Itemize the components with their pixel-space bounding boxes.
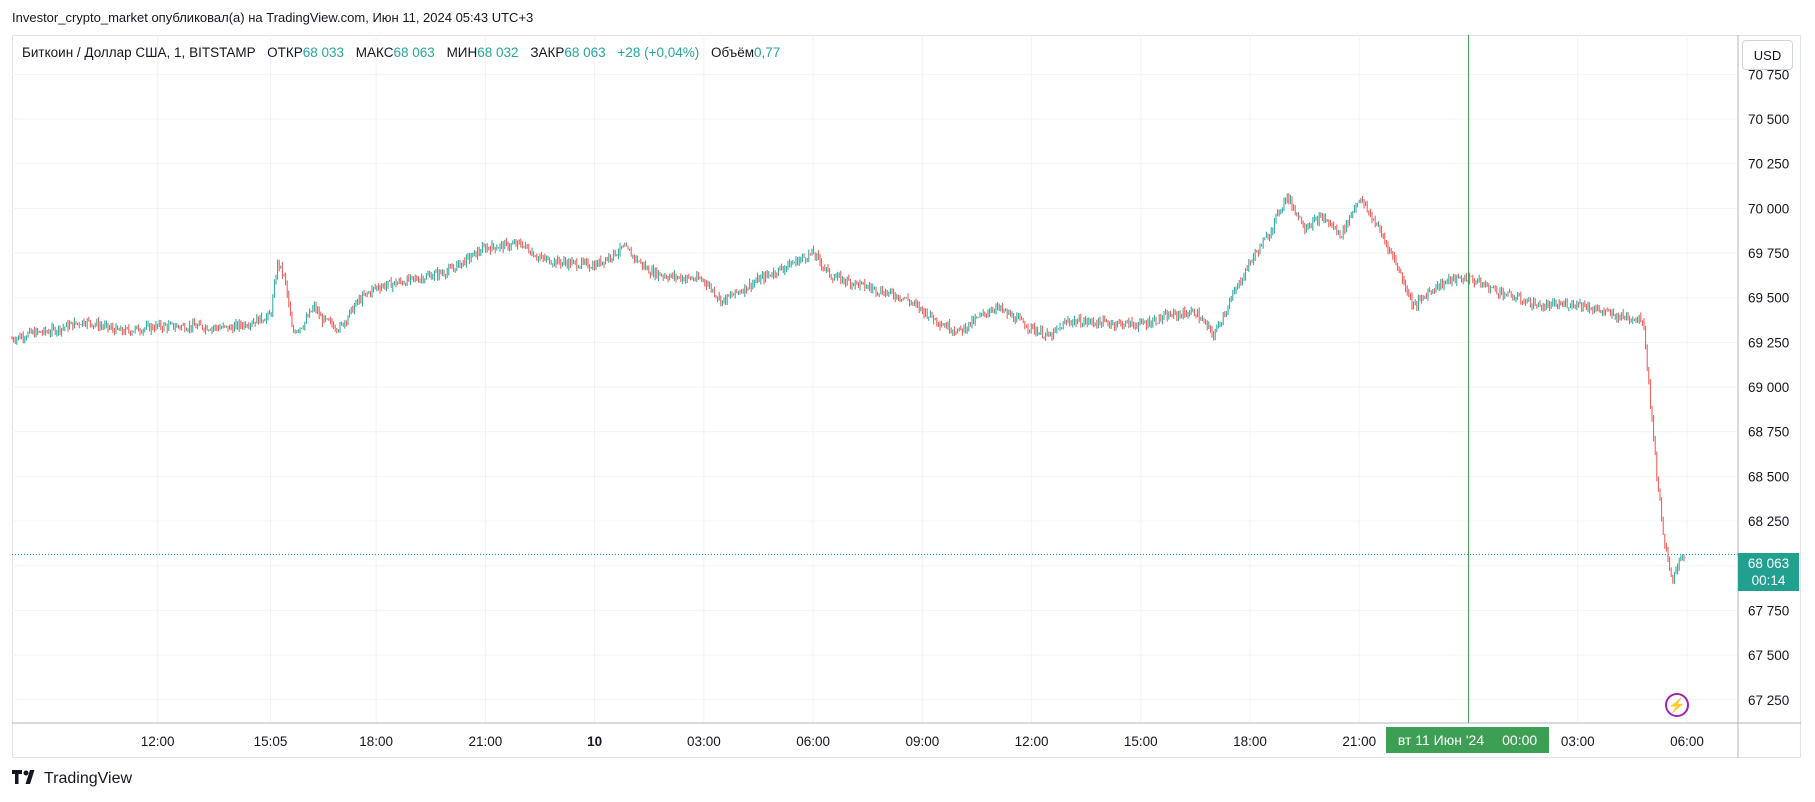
y-tick-label: 67 500	[1748, 648, 1789, 663]
x-tick-label: 21:00	[1342, 734, 1376, 749]
close-label: ЗАКР	[530, 45, 565, 60]
currency-button[interactable]: USD	[1742, 40, 1793, 70]
chart-overlays	[12, 35, 1738, 723]
open-value: 68 033	[302, 45, 345, 60]
x-tick-label: 12:00	[1015, 734, 1049, 749]
y-tick-label: 69 250	[1748, 335, 1789, 350]
crosshair-time: 00:00	[1502, 732, 1538, 748]
crosshair-date: вт 11 Июн '24	[1397, 732, 1485, 748]
y-tick-label: 70 500	[1748, 112, 1789, 127]
low-value: 68 032	[477, 45, 519, 60]
last-price-value: 68 063	[1747, 556, 1790, 571]
x-tick-label: 06:00	[796, 734, 830, 749]
volume-label: Объём	[711, 45, 755, 60]
close-value: 68 063	[564, 45, 606, 60]
chart-frame	[12, 35, 1801, 758]
x-tick-label: 21:00	[468, 734, 502, 749]
y-tick-label: 70 250	[1748, 157, 1789, 172]
time-axis[interactable]: 12:00 15:05 18:00 21:00 10 03:00 06:00 09:00 12:…	[12, 722, 1801, 749]
brand-name: TradingView	[44, 770, 133, 787]
x-tick-label: 09:00	[905, 734, 939, 749]
x-tick-label: 12:00	[141, 734, 175, 749]
y-tick-label: 69 000	[1748, 380, 1789, 395]
y-tick-label: 68 750	[1748, 425, 1789, 440]
x-tick-label: 18:00	[1233, 734, 1267, 749]
x-tick-label: 03:00	[1561, 734, 1595, 749]
high-label: МАКС	[355, 45, 394, 60]
y-tick-label: 69 500	[1748, 291, 1789, 306]
grid-lines	[12, 35, 1738, 723]
x-tick-label: 03:00	[687, 734, 721, 749]
x-tick-label: 15:05	[254, 734, 288, 749]
y-tick-label: 69 750	[1748, 246, 1789, 261]
x-tick-label: 15:00	[1124, 734, 1158, 749]
tradingview-brand: TradingView	[12, 770, 132, 788]
symbol-legend: Биткоин / Доллар США, 1, BITSTAMP ОТКР68…	[22, 45, 780, 60]
bar-countdown: 00:14	[1751, 573, 1786, 588]
y-tick-label: 67 750	[1748, 603, 1789, 618]
volume-value: 0,77	[754, 45, 781, 60]
y-tick-label: 70 750	[1748, 67, 1789, 82]
x-tick-label: 10	[587, 734, 602, 749]
tradingview-logo-icon	[12, 770, 35, 784]
price-series	[11, 193, 1687, 585]
y-tick-label: 68 250	[1748, 514, 1789, 529]
change-value: +28 (+0,04%)	[617, 45, 700, 60]
last-price-badge: 68 063 00:14	[1738, 553, 1799, 591]
open-label: ОТКР	[267, 45, 303, 60]
high-value: 68 063	[393, 45, 435, 60]
lightning-icon[interactable]: ⚡	[1665, 693, 1689, 717]
y-tick-label: 70 000	[1748, 201, 1789, 216]
publisher-line: Investor_crypto_market опубликовал(а) на…	[12, 10, 534, 25]
low-label: МИН	[446, 45, 478, 60]
y-tick-label: 67 250	[1748, 693, 1789, 708]
y-tick-label: 68 500	[1748, 469, 1789, 484]
symbol-name[interactable]: Биткоин / Доллар США, 1, BITSTAMP	[22, 45, 256, 60]
crosshair-time-badge: вт 11 Июн '24 00:00	[1386, 727, 1549, 753]
x-tick-label: 18:00	[359, 734, 393, 749]
x-tick-label: 06:00	[1670, 734, 1704, 749]
